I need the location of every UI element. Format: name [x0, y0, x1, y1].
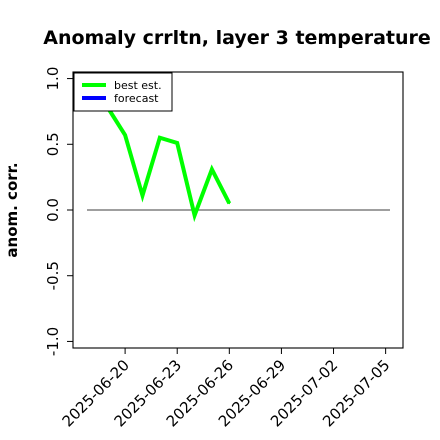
data-point-0-7 [228, 202, 231, 205]
data-point-0-4 [176, 142, 179, 144]
y-tick-label-1: -0.5 [44, 261, 62, 290]
data-point-0-6 [211, 168, 213, 171]
plot-frame [72, 71, 404, 349]
y-tick-label-0: -1.0 [44, 327, 62, 356]
data-point-0-5 [193, 214, 196, 217]
data-point-0-2 [141, 194, 144, 197]
legend-box [73, 72, 173, 112]
legend-label-0: best est. [114, 79, 162, 92]
y-tick-label-2: 0.0 [44, 198, 62, 222]
data-point-0-1 [124, 134, 126, 136]
plot-area: -1.0-0.50.00.51.02025-06-202025-06-23202… [44, 67, 404, 430]
y-tick-label-3: 0.5 [44, 132, 62, 156]
data-point-0-3 [159, 136, 161, 139]
y-axis-label: anom. corr. [3, 162, 21, 257]
series-line-0 [106, 106, 232, 223]
y-tick-label-4: 1.0 [44, 67, 62, 91]
chart-title: Anomaly crrltn, layer 3 temperature [43, 27, 431, 49]
legend-label-1: forecast [114, 92, 159, 105]
